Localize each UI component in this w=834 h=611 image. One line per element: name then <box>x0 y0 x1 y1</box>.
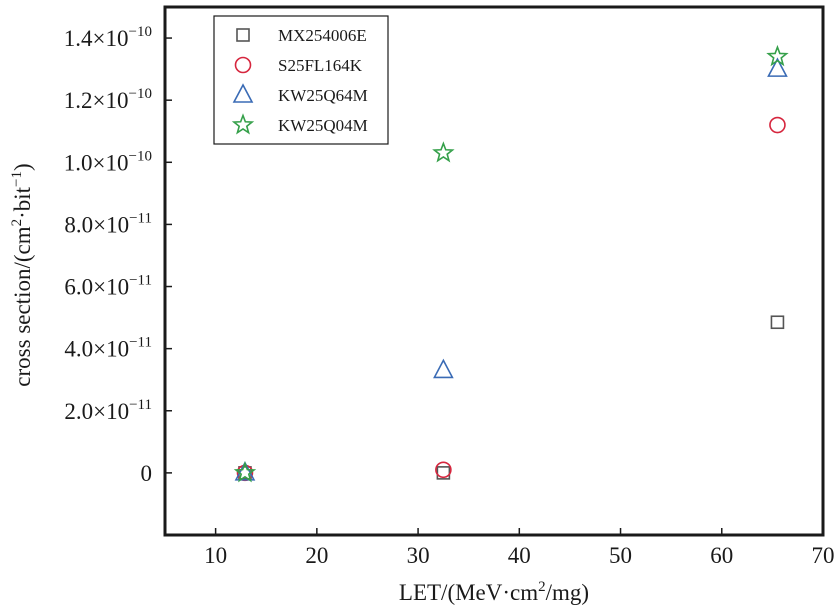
y-axis-label: cross section/(cm2·bit−1) <box>9 163 35 386</box>
data-point-star <box>766 44 789 67</box>
legend-marker-star <box>231 113 255 135</box>
legend-marker-triangle <box>232 83 254 103</box>
legend-label: S25FL164K <box>278 56 363 75</box>
y-tick-label: 1.0×10−10 <box>64 148 152 175</box>
data-point-star <box>432 141 455 163</box>
y-tick-labels: 0 2.0×10−11 4.0×10−11 6.0×10−11 8.0×10−11 1.0… <box>64 24 152 486</box>
legend-marker-circle <box>234 56 252 74</box>
data-point-square <box>770 315 785 330</box>
data-point-triangle <box>433 358 454 379</box>
data-point-circle <box>769 116 786 134</box>
x-tick-label: 50 <box>609 543 632 568</box>
data-points <box>233 44 789 483</box>
data-point-star <box>233 461 257 483</box>
legend-label: KW25Q04M <box>278 116 368 135</box>
y-tick-label: 0 <box>141 461 153 486</box>
x-tick-label: 70 <box>812 543 834 568</box>
y-tick-label: 2.0×10−11 <box>64 397 152 424</box>
y-tick-label: 1.4×10−10 <box>64 24 152 51</box>
x-tick-labels: 10 20 30 40 50 60 70 <box>204 543 834 568</box>
data-point-triangle <box>767 57 788 77</box>
y-tick-label: 4.0×10−11 <box>64 335 152 362</box>
legend-box <box>213 15 389 145</box>
legend-label: KW25Q64M <box>278 86 368 105</box>
legend-label: MX254006E <box>278 26 367 45</box>
y-tick-label: 6.0×10−11 <box>64 273 152 300</box>
data-point-circle <box>435 461 452 479</box>
y-tick-label: 8.0×10−11 <box>64 210 152 237</box>
plot-frame <box>163 5 825 537</box>
x-tick-label: 40 <box>508 543 531 568</box>
legend: MX254006E S25FL164K KW25Q64M KW25Q04M <box>213 15 389 145</box>
legend-marker-square <box>236 28 250 42</box>
data-point-triangle <box>234 461 256 481</box>
x-axis-label: LET/(MeV·cm2/mg) <box>399 579 589 605</box>
y-tick-label: 1.2×10−10 <box>64 86 152 113</box>
x-tick-label: 10 <box>204 543 227 568</box>
x-tick-label: 60 <box>710 543 733 568</box>
x-tick-label: 20 <box>305 543 328 568</box>
x-tick-label: 30 <box>407 543 430 568</box>
